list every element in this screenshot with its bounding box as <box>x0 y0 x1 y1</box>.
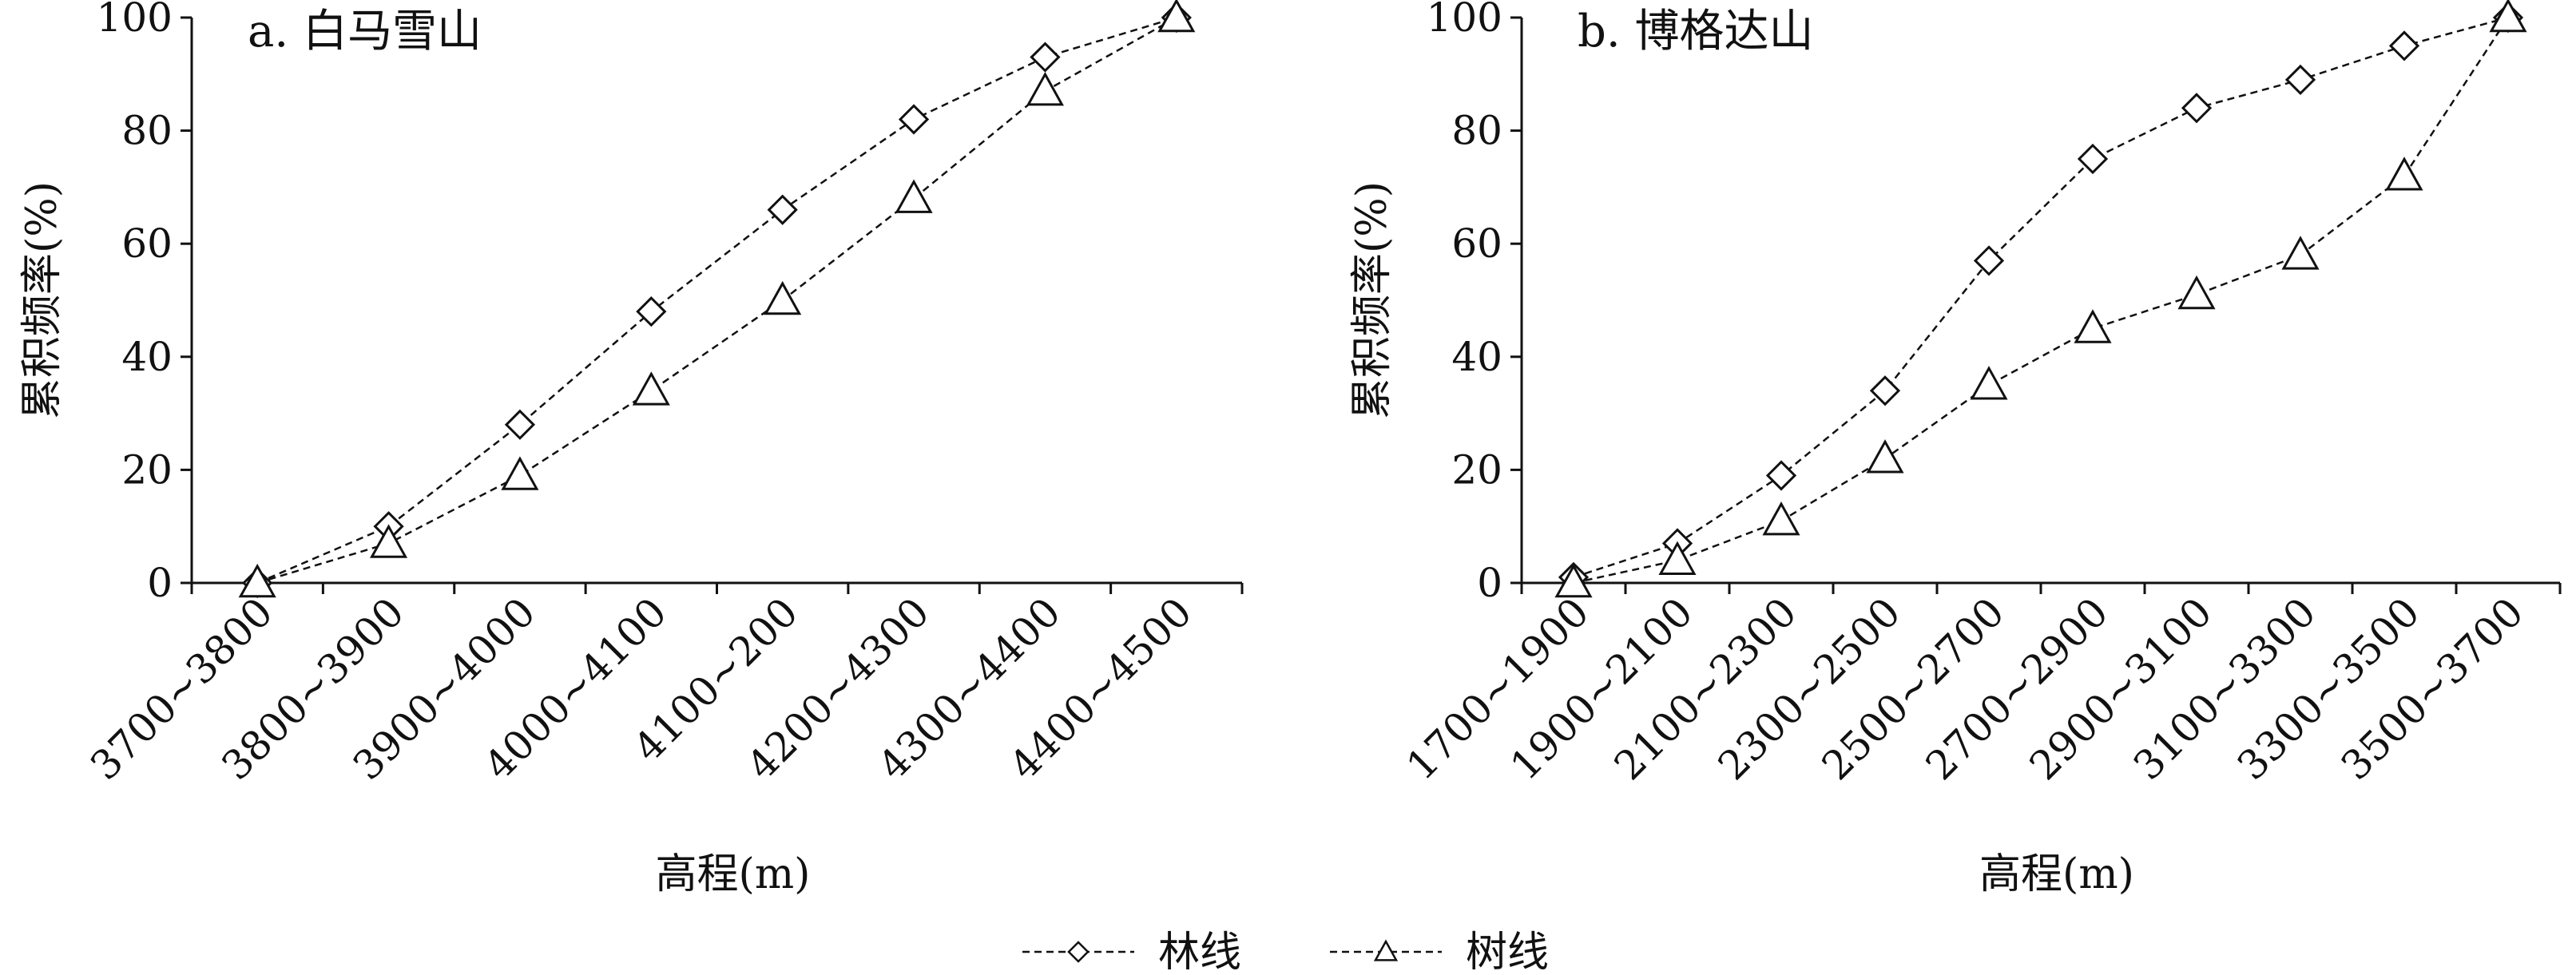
series-line-forest-line <box>1573 16 2509 579</box>
triangle-marker <box>2281 236 2320 270</box>
triangle-marker <box>238 563 276 598</box>
panel-title: a. 白马雪山 <box>248 6 482 57</box>
y-tick-label: 80 <box>1451 108 1502 154</box>
diamond-marker <box>504 409 536 440</box>
x-category-label: 3500~3700 <box>2332 589 2533 789</box>
y-tick-label: 60 <box>1451 220 1502 267</box>
panel-title: b. 博格达山 <box>1578 6 1813 57</box>
y-tick-label: 40 <box>121 334 173 380</box>
diamond-marker <box>636 296 667 327</box>
triangle-marker <box>2074 309 2112 343</box>
triangle-marker <box>1866 439 1904 474</box>
legend-triangle-icon <box>1373 939 1399 961</box>
diamond-marker <box>1973 245 2005 276</box>
triangle-marker <box>370 524 408 558</box>
triangle-marker <box>2489 0 2527 33</box>
diamond-marker <box>2284 64 2316 96</box>
y-tick-label: 60 <box>121 220 173 267</box>
triangle-marker <box>1026 71 1064 106</box>
triangle-marker <box>764 280 802 315</box>
x-axis-title: 高程(m) <box>656 850 811 898</box>
y-tick-label: 40 <box>1451 334 1502 380</box>
x-axis-title: 高程(m) <box>1979 850 2134 898</box>
y-axis-title: 累积频率(%) <box>1348 181 1396 419</box>
triangle-marker <box>501 456 539 490</box>
legend-label: 树线 <box>1466 929 1549 975</box>
series-line-tree-line <box>1573 17 2510 585</box>
diamond-marker <box>2077 143 2109 175</box>
y-tick-label: 20 <box>1451 446 1502 493</box>
triangle-marker <box>895 179 933 213</box>
y-tick-label: 100 <box>1427 0 1502 41</box>
y-tick-label: 100 <box>97 0 173 41</box>
legend-label: 林线 <box>1158 929 1241 975</box>
diamond-marker <box>767 194 798 225</box>
triangle-marker <box>632 371 670 406</box>
diamond-marker <box>1030 42 1061 73</box>
triangle-marker <box>1554 563 1593 598</box>
series-line-tree-line <box>256 16 1177 585</box>
series-line-forest-line <box>256 16 1177 585</box>
diamond-marker <box>2388 30 2420 61</box>
diamond-marker <box>1869 375 1901 406</box>
legend-diamond-icon <box>1067 941 1090 963</box>
legend: 林线 树线 <box>1022 929 1549 975</box>
triangle-marker <box>2385 157 2423 191</box>
y-tick-label: 80 <box>121 108 173 154</box>
y-tick-label: 0 <box>1477 560 1502 606</box>
y-tick-label: 20 <box>121 446 173 493</box>
y-tick-label: 0 <box>147 560 173 606</box>
panel-a: 0204060801003700~38003800~39003900~40004… <box>18 0 1244 898</box>
panel-b: 0204060801001700~19001900~21002100~23002… <box>1348 0 2562 898</box>
triangle-marker <box>2177 275 2216 310</box>
triangle-marker <box>1762 501 1800 536</box>
diamond-marker <box>898 104 930 135</box>
diamond-marker <box>1765 460 1797 491</box>
y-axis-title: 累积频率(%) <box>18 181 66 419</box>
diamond-marker <box>2181 93 2213 124</box>
triangle-marker <box>1157 0 1196 33</box>
triangle-marker <box>1658 541 1697 575</box>
triangle-marker <box>1970 366 2008 400</box>
